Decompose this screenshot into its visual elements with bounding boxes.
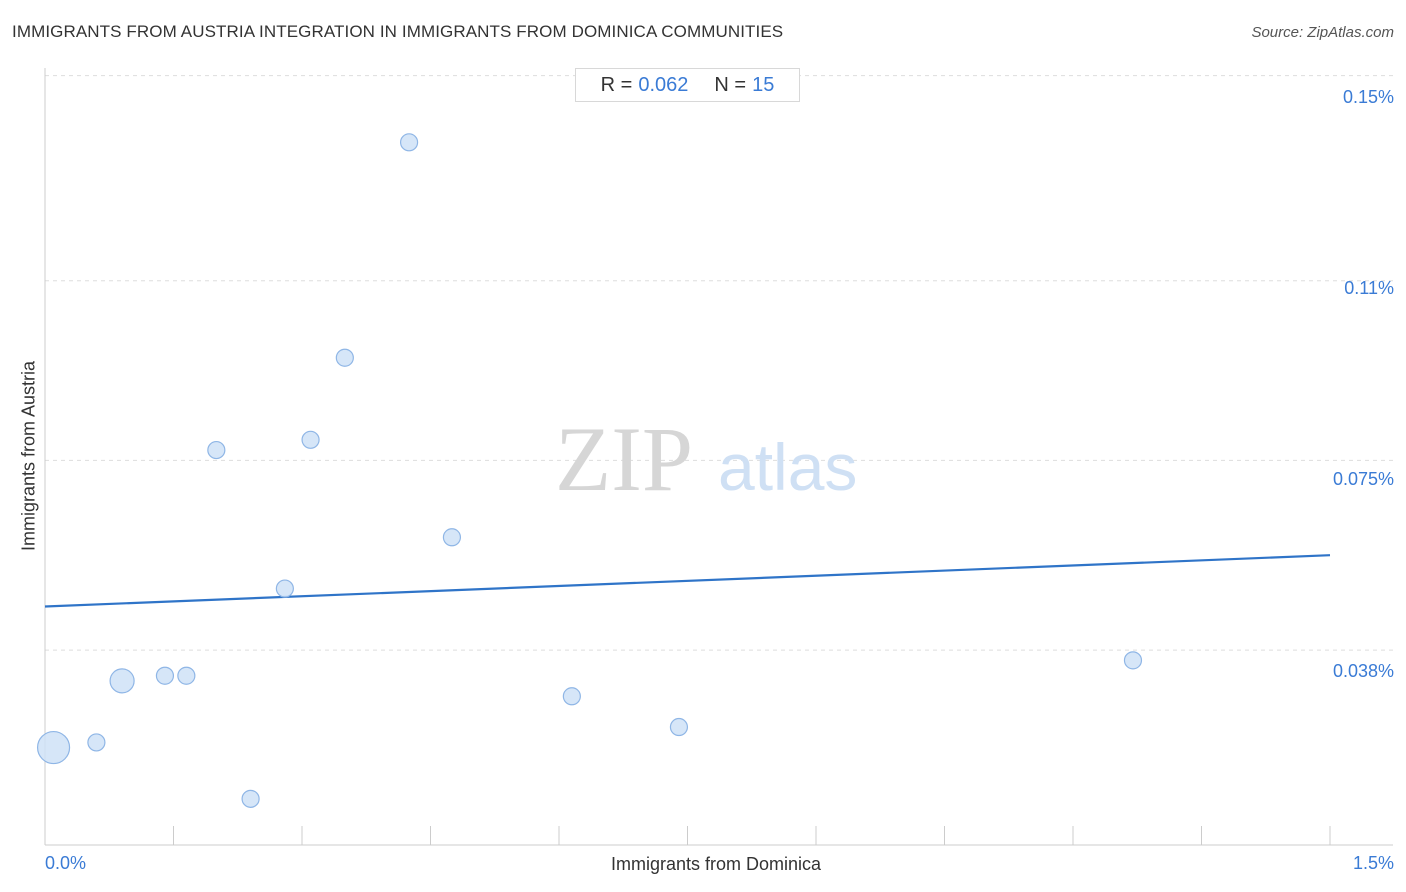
data-point	[87, 733, 106, 752]
y-tick-label: 0.038%	[1332, 661, 1394, 681]
y-tick-label: 0.075%	[1332, 469, 1394, 489]
trend-line	[44, 554, 1331, 608]
data-point	[177, 666, 196, 685]
y-tick-label: 0.11%	[1344, 278, 1394, 298]
watermark-atlas: atlas	[718, 430, 857, 504]
grid-lines	[45, 75, 1393, 651]
data-point	[399, 133, 419, 152]
data-point	[109, 668, 135, 694]
data-point	[562, 687, 581, 706]
x-axis-label: Immigrants from Dominica	[610, 854, 822, 874]
data-point	[301, 430, 320, 449]
r-label: R =	[600, 73, 633, 96]
data-point	[241, 789, 260, 808]
y-axis-label: Immigrants from Austria	[18, 360, 39, 552]
x-tick-label-max: 1.5%	[1352, 853, 1394, 873]
watermark-zip: ZIP	[555, 408, 693, 510]
n-value: 15	[752, 73, 775, 96]
data-points	[36, 133, 1143, 808]
data-point	[36, 730, 71, 765]
data-point	[207, 440, 226, 460]
chart-title: IMMIGRANTS FROM AUSTRIA INTEGRATION IN I…	[12, 22, 784, 41]
x-tick-label-min: 0.0%	[45, 853, 87, 873]
data-point	[442, 528, 462, 547]
data-point	[155, 666, 175, 685]
r-value: 0.062	[638, 73, 689, 96]
data-point	[669, 717, 689, 737]
data-point	[1123, 651, 1143, 670]
source-credit: Source: ZipAtlas.com	[1251, 24, 1394, 41]
stats-box: R = 0.062 N = 15	[575, 68, 800, 102]
data-point	[335, 348, 354, 367]
y-tick-label: 0.15%	[1342, 87, 1394, 107]
data-point	[275, 579, 294, 598]
x-axis-ticks	[173, 826, 1331, 845]
n-label: N =	[714, 73, 747, 96]
